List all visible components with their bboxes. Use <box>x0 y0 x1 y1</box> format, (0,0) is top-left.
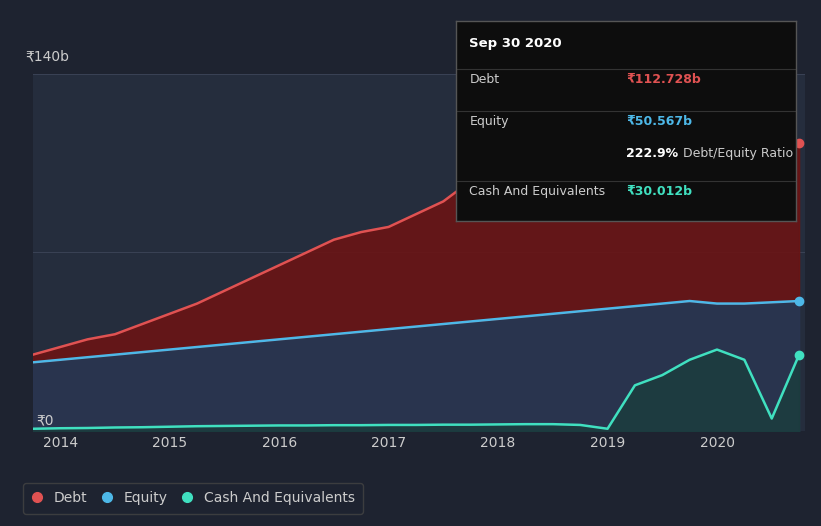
Text: Cash And Equivalents: Cash And Equivalents <box>470 185 605 198</box>
Legend: Debt, Equity, Cash And Equivalents: Debt, Equity, Cash And Equivalents <box>23 483 363 514</box>
Text: ₹30.012b: ₹30.012b <box>626 185 692 198</box>
Text: ₹50.567b: ₹50.567b <box>626 115 692 128</box>
Text: Equity: Equity <box>470 115 509 128</box>
Text: Debt: Debt <box>470 73 499 86</box>
Text: Debt/Equity Ratio: Debt/Equity Ratio <box>679 147 793 160</box>
Text: 222.9%: 222.9% <box>626 147 678 160</box>
Text: ₹140b: ₹140b <box>25 49 69 63</box>
Text: Sep 30 2020: Sep 30 2020 <box>470 37 562 50</box>
Text: ₹112.728b: ₹112.728b <box>626 73 701 86</box>
Text: ₹0: ₹0 <box>37 414 54 428</box>
